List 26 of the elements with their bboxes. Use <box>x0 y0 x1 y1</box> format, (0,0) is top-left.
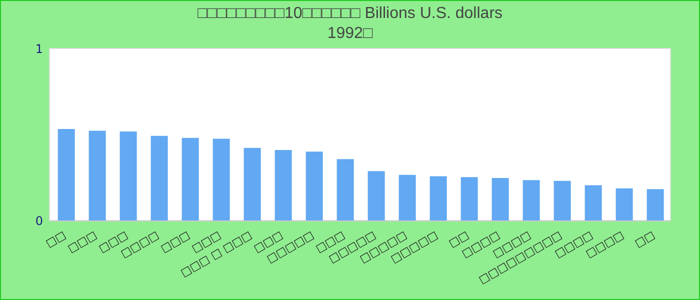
bar <box>182 138 199 221</box>
bar <box>336 159 354 221</box>
bar <box>274 150 292 221</box>
bar <box>368 171 385 221</box>
bar <box>554 180 571 221</box>
chart-subtitle: 1992□ <box>327 25 373 42</box>
bar <box>616 188 633 221</box>
bar <box>120 132 137 221</box>
x-tick-label: □□ <box>632 228 657 250</box>
bar <box>460 177 478 221</box>
bar <box>492 178 509 221</box>
bar <box>306 152 323 221</box>
bar <box>212 138 230 221</box>
bar <box>58 128 75 221</box>
bar <box>430 176 447 221</box>
bar <box>398 174 416 221</box>
bar <box>88 130 106 221</box>
chart-title: □□□□□□□□□10□□□□□□ Billions U.S. dollars <box>196 4 504 24</box>
bar <box>584 185 602 221</box>
bar <box>522 180 540 221</box>
y-tick-label: 1 <box>35 42 43 56</box>
x-tick-label: □□ <box>43 228 68 250</box>
y-tick-label: 0 <box>35 214 43 228</box>
bar <box>244 148 261 221</box>
bar <box>646 189 664 221</box>
bar <box>150 136 168 221</box>
